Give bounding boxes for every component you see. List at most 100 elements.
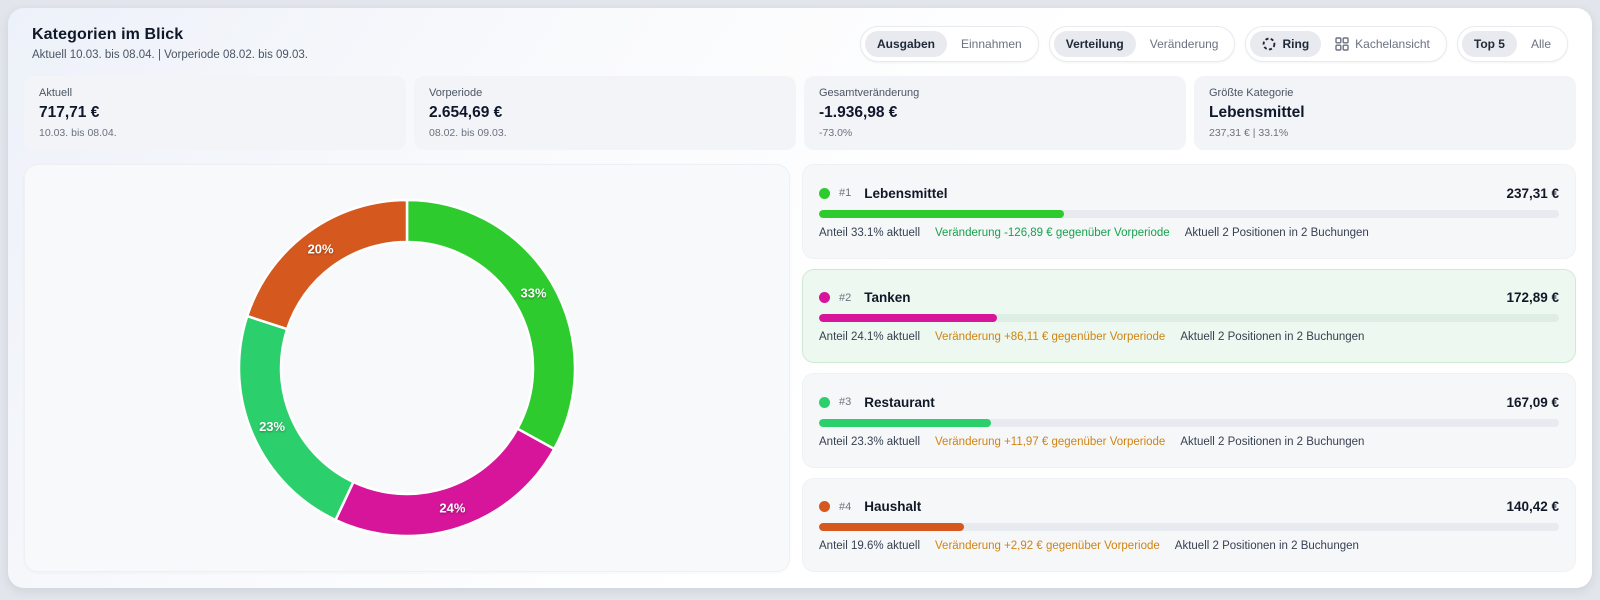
category-change-text: Veränderung -126,89 € gegenüber Vorperio…	[935, 226, 1170, 239]
category-progress-track	[819, 209, 1559, 218]
category-meta: Anteil 24.1% aktuell Veränderung +86,11 …	[819, 331, 1559, 343]
donut-chart-panel: 33% 24% 23% 20%	[24, 164, 790, 572]
category-progress-fill	[819, 418, 992, 427]
page-title: Kategorien im Blick	[32, 26, 184, 43]
category-progress-fill	[819, 314, 998, 323]
ring-icon	[1262, 37, 1276, 51]
toggle-label: Ring	[1282, 37, 1310, 51]
toggle-alle[interactable]: Alle	[1519, 31, 1563, 57]
category-progress-fill	[819, 209, 1064, 218]
toggle-group-anzahl: Top 5 Alle	[1456, 26, 1568, 62]
stat-card-größte-kategorie: Größte Kategorie Lebensmittel 237,31 € | 3…	[1194, 76, 1576, 150]
category-color-dot	[819, 187, 830, 199]
donut-segment-tanken[interactable]	[334, 427, 556, 538]
stat-card-gesamtveränderung: Gesamtveränderung -1.936,98 € -73.0%	[804, 76, 1186, 150]
category-color-dot	[819, 501, 830, 513]
category-header: #1 Lebensmittel 237,31 €	[819, 186, 1559, 201]
toggle-group-ausgaben-einnahmen: Ausgaben Einnahmen	[860, 26, 1039, 62]
page-subtitle: Aktuell 10.03. bis 08.04. | Vorperiode 0…	[32, 49, 308, 61]
category-row-tanken[interactable]: #2 Tanken 172,89 € Anteil 24.1% aktuell …	[802, 268, 1576, 363]
stat-value: 717,71 €	[39, 104, 100, 121]
toggle-ring[interactable]: Ring	[1250, 31, 1322, 57]
stat-sub: 08.02. bis 09.03.	[429, 127, 507, 139]
donut-segment-label: 33%	[521, 286, 547, 301]
donut-segment-label: 24%	[439, 500, 465, 515]
category-change-text: Veränderung +86,11 € gegenüber Vorperiod…	[935, 331, 1166, 344]
category-name: Restaurant	[864, 394, 935, 410]
category-value: 237,31 €	[1506, 185, 1559, 201]
category-bookings-text: Aktuell 2 Positionen in 2 Buchungen	[1184, 226, 1369, 239]
category-share-text: Anteil 33.1% aktuell	[819, 226, 921, 239]
category-name: Haushalt	[864, 499, 922, 515]
donut-chart: 33% 24% 23% 20%	[237, 198, 577, 538]
stat-sub: 10.03. bis 08.04.	[39, 127, 117, 139]
header: Kategorien im Blick Aktuell 10.03. bis 0…	[24, 24, 1576, 62]
category-row-haushalt[interactable]: #4 Haushalt 140,42 € Anteil 19.6% aktuel…	[802, 477, 1576, 572]
donut-segment-lebensmittel[interactable]	[405, 198, 577, 451]
category-bookings-text: Aktuell 2 Positionen in 2 Buchungen	[1174, 540, 1359, 553]
stat-card-aktuell: Aktuell 717,71 € 10.03. bis 08.04.	[24, 76, 406, 150]
donut-segment-label: 20%	[308, 242, 334, 257]
toggle-group-ansicht: Ring Kachelansicht	[1245, 26, 1447, 62]
toggle-kachelansicht[interactable]: Kachelansicht	[1323, 31, 1442, 57]
category-share-text: Anteil 23.3% aktuell	[819, 435, 921, 448]
category-value: 172,89 €	[1506, 290, 1559, 306]
category-header: #2 Tanken 172,89 €	[819, 290, 1559, 305]
toggle-veränderung[interactable]: Veränderung	[1138, 31, 1231, 57]
toggle-label: Kachelansicht	[1355, 37, 1430, 51]
stat-label: Größte Kategorie	[1209, 87, 1294, 99]
category-share-text: Anteil 19.6% aktuell	[819, 540, 921, 553]
category-header: #3 Restaurant 167,09 €	[819, 395, 1559, 410]
category-row-restaurant[interactable]: #3 Restaurant 167,09 € Anteil 23.3% aktu…	[802, 373, 1576, 468]
category-rank: #2	[839, 291, 852, 304]
stat-sub: 237,31 € | 33.1%	[1209, 127, 1289, 139]
toggle-ausgaben[interactable]: Ausgaben	[865, 31, 948, 57]
toggle-group-verteilung-veraenderung: Verteilung Veränderung	[1048, 26, 1236, 62]
toggle-label: Einnahmen	[961, 37, 1022, 51]
category-change-text: Veränderung +2,92 € gegenüber Vorperiode	[935, 540, 1160, 553]
category-name: Tanken	[864, 290, 911, 306]
toggle-label: Verteilung	[1065, 37, 1124, 51]
toggle-top-5[interactable]: Top 5	[1461, 31, 1517, 57]
category-meta: Anteil 33.1% aktuell Veränderung -126,89…	[819, 227, 1559, 239]
toggle-label: Ausgaben	[877, 37, 936, 51]
toggle-verteilung[interactable]: Verteilung	[1053, 31, 1136, 57]
donut-segment-restaurant[interactable]	[237, 314, 355, 522]
donut-segment-haushalt[interactable]	[245, 198, 409, 331]
stat-value: 2.654,69 €	[429, 104, 503, 121]
toggle-einnahmen[interactable]: Einnahmen	[949, 31, 1034, 57]
category-rank: #1	[839, 187, 852, 200]
category-meta: Anteil 19.6% aktuell Veränderung +2,92 €…	[819, 540, 1559, 552]
kategorien-im-blick-card: Kategorien im Blick Aktuell 10.03. bis 0…	[8, 8, 1592, 588]
category-progress-track	[819, 314, 1559, 323]
category-progress-track	[819, 523, 1559, 532]
stat-label: Vorperiode	[429, 87, 483, 99]
stat-card-vorperiode: Vorperiode 2.654,69 € 08.02. bis 09.03.	[414, 76, 796, 150]
stat-label: Aktuell	[39, 87, 73, 99]
toggle-label: Veränderung	[1149, 37, 1219, 51]
category-rank: #3	[839, 396, 852, 409]
category-list: #1 Lebensmittel 237,31 € Anteil 33.1% ak…	[802, 164, 1576, 572]
category-rank: #4	[839, 500, 852, 513]
toggle-label: Top 5	[1473, 37, 1505, 51]
stat-value: Lebensmittel	[1209, 104, 1305, 121]
stat-sub: -73.0%	[819, 127, 853, 139]
donut-segment-label: 23%	[259, 419, 285, 434]
category-progress-track	[819, 418, 1559, 427]
category-bookings-text: Aktuell 2 Positionen in 2 Buchungen	[1180, 435, 1365, 448]
grid-icon	[1335, 37, 1349, 51]
category-progress-fill	[819, 523, 965, 532]
header-titles: Kategorien im Blick Aktuell 10.03. bis 0…	[32, 26, 308, 61]
stat-value: -1.936,98 €	[819, 104, 898, 121]
toggle-label: Alle	[1530, 37, 1551, 51]
category-name: Lebensmittel	[864, 185, 948, 201]
category-change-text: Veränderung +11,97 € gegenüber Vorperiod…	[935, 435, 1166, 448]
category-meta: Anteil 23.3% aktuell Veränderung +11,97 …	[819, 436, 1559, 448]
category-row-lebensmittel[interactable]: #1 Lebensmittel 237,31 € Anteil 33.1% ak…	[802, 164, 1576, 259]
category-color-dot	[819, 396, 830, 408]
category-color-dot	[819, 292, 830, 304]
category-header: #4 Haushalt 140,42 €	[819, 499, 1559, 514]
category-share-text: Anteil 24.1% aktuell	[819, 331, 921, 344]
content-row: 33% 24% 23% 20% #1 Lebensmittel 237,31 € An…	[24, 164, 1576, 572]
category-bookings-text: Aktuell 2 Positionen in 2 Buchungen	[1180, 331, 1365, 344]
